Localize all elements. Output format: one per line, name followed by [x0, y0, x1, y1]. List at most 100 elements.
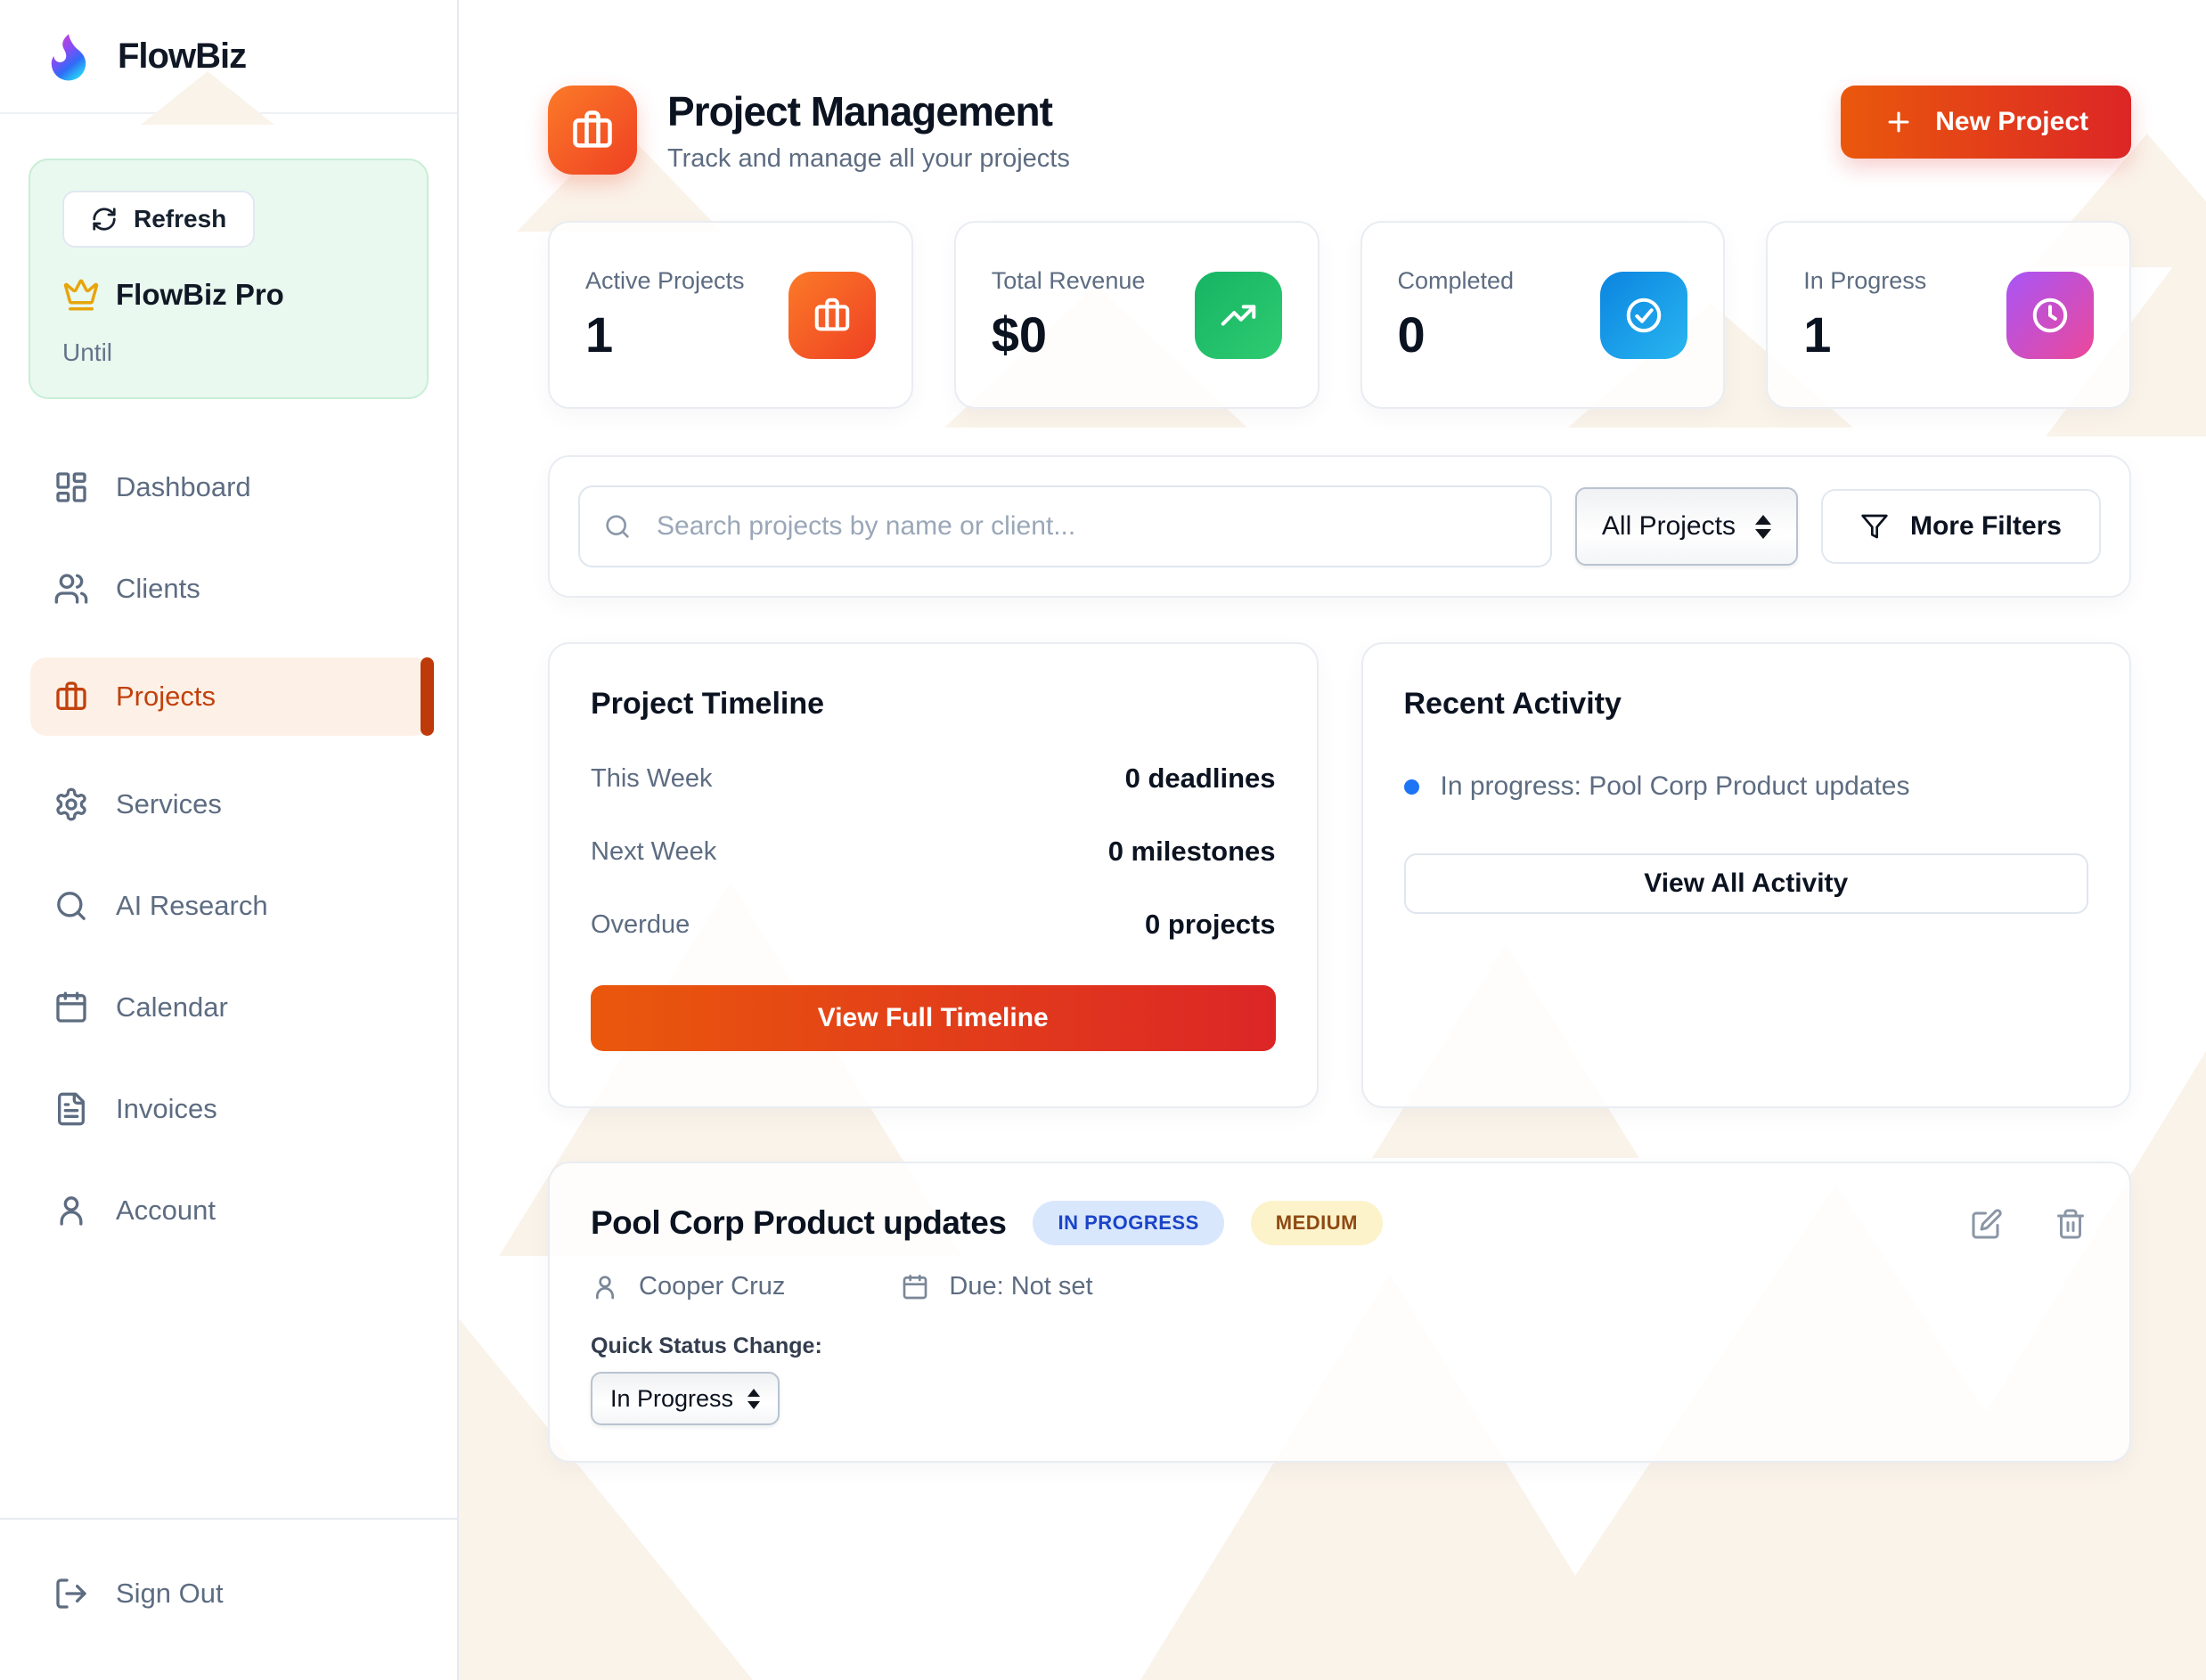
timeline-row: Overdue 0 projects [591, 909, 1276, 941]
timeline-row-value: 0 projects [1145, 909, 1276, 940]
sidebar-item-calendar[interactable]: Calendar [30, 975, 430, 1040]
briefcase-icon [53, 679, 89, 714]
quick-status-label: Quick Status Change: [591, 1333, 822, 1358]
calendar-icon [901, 1273, 929, 1301]
stat-value: 0 [1397, 306, 1426, 363]
sidebar-item-dashboard[interactable]: Dashboard [30, 454, 430, 520]
active-indicator [421, 657, 434, 736]
stat-label: Total Revenue [991, 266, 1146, 294]
project-owner-name: Cooper Cruz [639, 1272, 786, 1301]
activity-text: In progress: Pool Corp Product updates [1440, 771, 1910, 801]
refresh-button-label: Refresh [134, 205, 227, 232]
clock-icon [2006, 271, 2094, 359]
activity-title: Recent Activity [1403, 687, 1622, 721]
sign-out-icon [53, 1576, 89, 1611]
project-filter-value: All Projects [1601, 511, 1736, 541]
quick-status-select[interactable]: In Progress [591, 1372, 780, 1425]
filter-bar: All Projects More Filters [548, 455, 2131, 598]
app-logo-row: FlowBiz [0, 0, 457, 114]
crown-icon [62, 276, 100, 314]
search-input[interactable] [578, 485, 1552, 567]
sidebar-footer: Sign Out [0, 1518, 457, 1680]
app-name: FlowBiz [118, 36, 247, 76]
timeline-row: Next Week 0 milestones [591, 836, 1276, 868]
sidebar-item-label: AI Research [116, 890, 268, 921]
sidebar-item-label: Dashboard [116, 471, 251, 502]
edit-icon [1972, 1209, 2002, 1239]
filter-funnel-icon [1860, 512, 1889, 541]
activity-dot-icon [1403, 779, 1419, 795]
gear-icon [53, 787, 89, 822]
stat-value: 1 [585, 306, 614, 363]
new-project-label: New Project [1935, 107, 2088, 136]
timeline-title: Project Timeline [591, 687, 825, 721]
timeline-row-label: This Week [591, 763, 713, 793]
stat-card-completed: Completed 0 [1360, 221, 1726, 409]
sidebar-item-services[interactable]: Services [30, 771, 430, 837]
project-filter-select[interactable]: All Projects [1574, 487, 1798, 566]
trash-icon [2057, 1209, 2084, 1239]
timeline-row-value: 0 deadlines [1124, 763, 1276, 794]
stat-card-active-projects: Active Projects 1 [548, 221, 913, 409]
check-circle-icon [1600, 271, 1688, 359]
sidebar-item-label: Clients [116, 573, 200, 604]
sidebar-item-label: Projects [116, 681, 216, 712]
page-subtitle: Track and manage all your projects [667, 143, 1070, 173]
sidebar-nav: Dashboard Clients Projects [0, 454, 457, 1244]
project-card: Pool Corp Product updates IN PROGRESS ME… [548, 1162, 2131, 1463]
sidebar-item-label: Account [116, 1195, 217, 1226]
pro-plan-card: Refresh FlowBiz Pro Until [29, 159, 429, 399]
activity-item: In progress: Pool Corp Product updates [1403, 771, 2089, 802]
sidebar-item-ai-research[interactable]: AI Research [30, 873, 430, 939]
recent-activity-card: Recent Activity In progress: Pool Corp P… [1360, 642, 2131, 1108]
select-stepper-icon [1754, 514, 1771, 539]
sidebar-item-clients[interactable]: Clients [30, 556, 430, 622]
stat-label: In Progress [1803, 266, 1927, 294]
priority-badge: MEDIUM [1250, 1201, 1383, 1245]
status-badge: IN PROGRESS [1033, 1201, 1224, 1245]
page-header: Project Management Track and manage all … [548, 86, 2131, 175]
stat-card-in-progress: In Progress 1 [1766, 221, 2131, 409]
search-icon [603, 512, 632, 541]
sign-out-label: Sign Out [116, 1578, 224, 1609]
calendar-icon [53, 990, 89, 1025]
users-icon [53, 571, 89, 607]
new-project-button[interactable]: New Project [1841, 86, 2131, 159]
panels-row: Project Timeline This Week 0 deadlines N… [548, 642, 2131, 1108]
pro-plan-title: FlowBiz Pro [116, 278, 284, 311]
stats-row: Active Projects 1 Total Revenue $0 [548, 221, 2131, 409]
project-management-icon [548, 86, 637, 175]
project-owner: Cooper Cruz [591, 1272, 785, 1301]
refresh-button[interactable]: Refresh [62, 191, 256, 248]
plus-icon [1883, 107, 1914, 137]
timeline-row-label: Next Week [591, 836, 717, 866]
sidebar-item-label: Invoices [116, 1093, 217, 1124]
project-timeline-card: Project Timeline This Week 0 deadlines N… [548, 642, 1319, 1108]
sidebar-item-account[interactable]: Account [30, 1178, 430, 1244]
stat-value: $0 [991, 306, 1048, 363]
sidebar-item-label: Calendar [116, 991, 228, 1023]
edit-project-button[interactable] [1971, 1208, 2003, 1240]
view-full-timeline-button[interactable]: View Full Timeline [591, 985, 1276, 1051]
project-due: Due: Not set [901, 1272, 1093, 1301]
flowbiz-flame-logo-icon [39, 27, 98, 86]
delete-project-button[interactable] [2055, 1208, 2087, 1240]
project-title: Pool Corp Product updates [591, 1204, 1007, 1241]
sidebar-item-projects[interactable]: Projects [30, 657, 434, 736]
invoice-icon [53, 1091, 89, 1127]
more-filters-button[interactable]: More Filters [1820, 489, 2101, 564]
view-all-activity-button[interactable]: View All Activity [1403, 853, 2088, 914]
timeline-row-label: Overdue [591, 909, 690, 939]
sidebar: FlowBiz Refresh FlowBiz Pro Until [0, 0, 459, 1680]
timeline-row-value: 0 milestones [1107, 836, 1276, 867]
sidebar-item-invoices[interactable]: Invoices [30, 1076, 430, 1142]
stat-label: Active Projects [585, 266, 745, 294]
more-filters-label: More Filters [1909, 511, 2062, 541]
sign-out-button[interactable]: Sign Out [30, 1561, 430, 1627]
refresh-icon [91, 206, 118, 232]
sidebar-item-label: Services [116, 788, 222, 820]
stat-value: 1 [1803, 306, 1832, 363]
quick-status-value: In Progress [610, 1384, 734, 1412]
stat-label: Completed [1397, 266, 1515, 294]
pro-plan-until: Until [62, 338, 113, 366]
